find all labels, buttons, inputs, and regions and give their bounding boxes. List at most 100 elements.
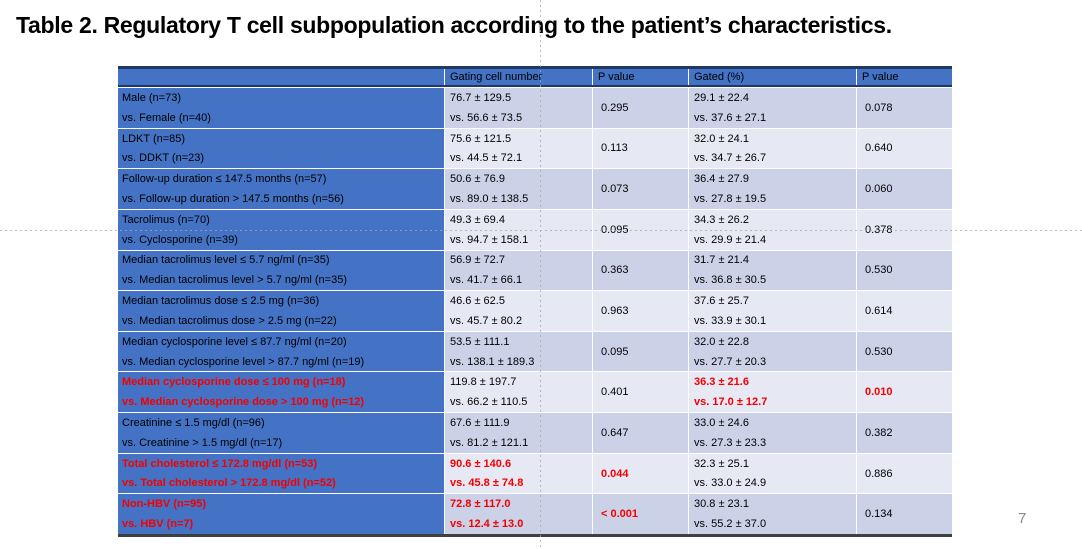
pvalue-gated-cell[interactable]: 0.078 (856, 88, 952, 128)
gated-value-1: 33.0 ± 24.6 (694, 417, 749, 430)
gated-value-1: 34.3 ± 26.2 (694, 213, 749, 226)
gating-cell-number-cell[interactable]: 49.3 ± 69.4 vs. 94.7 ± 158.1 (444, 209, 592, 250)
gating-value-1: 119.8 ± 197.7 (450, 376, 517, 389)
gating-cell-number-cell[interactable]: 46.6 ± 62.5 vs. 45.7 ± 80.2 (444, 291, 592, 331)
row-label-line-1: Total cholesterol ≤ 172.8 mg/dl (n=53) (122, 457, 318, 470)
gating-value-1: 46.6 ± 62.5 (450, 295, 505, 308)
row-label-cell[interactable]: Follow-up duration ≤ 147.5 months (n=57)… (118, 169, 444, 209)
row-label-cell[interactable]: Creatinine ≤ 1.5 mg/dl (n=96) vs. Creati… (118, 413, 444, 453)
gating-cell-number-cell[interactable]: 50.6 ± 76.9 vs. 89.0 ± 138.5 (444, 169, 592, 209)
row-label-line-2: vs. HBV (n=7) (122, 518, 194, 531)
gating-value-2: vs. 138.1 ± 189.3 (450, 355, 535, 368)
gated-value-2: vs. 36.8 ± 30.5 (694, 274, 767, 287)
gating-value-2: vs. 44.5 ± 72.1 (450, 152, 523, 165)
pvalue-gated-cell[interactable]: 0.886 (856, 453, 952, 494)
pvalue-gating-cell[interactable]: 0.044 (592, 453, 688, 494)
table-row: Median tacrolimus dose ≤ 2.5 mg (n=36) v… (118, 290, 952, 331)
gating-cell-number-cell[interactable]: 90.6 ± 140.6 vs. 45.8 ± 74.8 (444, 453, 592, 494)
pvalue-gating-cell[interactable]: 0.363 (592, 250, 688, 291)
gated-value-1: 36.4 ± 27.9 (694, 173, 749, 186)
table-row: Non-HBV (n=95) vs. HBV (n=7) 72.8 ± 117.… (118, 493, 952, 535)
row-label-cell[interactable]: Median cyclosporine level ≤ 87.7 ng/ml (… (118, 331, 444, 372)
table-row: Median tacrolimus level ≤ 5.7 ng/ml (n=3… (118, 249, 952, 291)
gated-percent-cell[interactable]: 32.0 ± 22.8 vs. 27.7 ± 20.3 (688, 331, 856, 372)
row-label-line-2: vs. DDKT (n=23) (122, 152, 205, 165)
pvalue-gated-cell[interactable]: 0.010 (856, 372, 952, 413)
table-body: Male (n=73) vs. Female (n=40) 76.7 ± 129… (118, 87, 952, 535)
gated-percent-cell[interactable]: 32.0 ± 24.1 vs. 34.7 ± 26.7 (688, 128, 856, 169)
gating-cell-number-cell[interactable]: 75.6 ± 121.5 vs. 44.5 ± 72.1 (444, 128, 592, 169)
gated-percent-cell[interactable]: 32.3 ± 25.1 vs. 33.0 ± 24.9 (688, 453, 856, 494)
header-cell-gating-cell-number: Gating cell number (444, 69, 592, 85)
gating-cell-number-cell[interactable]: 72.8 ± 117.0 vs. 12.4 ± 13.0 (444, 494, 592, 535)
gated-value-2: vs. 29.9 ± 21.4 (694, 233, 767, 246)
gated-percent-cell[interactable]: 30.8 ± 23.1 vs. 55.2 ± 37.0 (688, 494, 856, 535)
table-row: Creatinine ≤ 1.5 mg/dl (n=96) vs. Creati… (118, 412, 952, 453)
pvalue-gated-cell[interactable]: 0.378 (856, 209, 952, 250)
gated-value-2: vs. 33.9 ± 30.1 (694, 314, 767, 327)
gated-percent-cell[interactable]: 33.0 ± 24.6 vs. 27.3 ± 23.3 (688, 413, 856, 453)
gating-cell-number-cell[interactable]: 67.6 ± 111.9 vs. 81.2 ± 121.1 (444, 413, 592, 453)
row-label-cell[interactable]: Median tacrolimus dose ≤ 2.5 mg (n=36) v… (118, 291, 444, 331)
row-label-cell[interactable]: Median cyclosporine dose ≤ 100 mg (n=18)… (118, 372, 444, 413)
row-label-line-1: Median tacrolimus level ≤ 5.7 ng/ml (n=3… (122, 254, 330, 267)
row-label-line-1: Non-HBV (n=95) (122, 498, 207, 511)
gated-value-1: 32.0 ± 24.1 (694, 132, 749, 145)
pvalue-gated-cell[interactable]: 0.134 (856, 494, 952, 535)
pvalue-gated-cell[interactable]: 0.060 (856, 169, 952, 209)
pvalue-gating-cell[interactable]: < 0.001 (592, 494, 688, 535)
gated-value-2: vs. 33.0 ± 24.9 (694, 477, 767, 490)
table-row: LDKT (n=85) vs. DDKT (n=23) 75.6 ± 121.5… (118, 127, 952, 169)
row-label-line-2: vs. Cyclosporine (n=39) (122, 233, 238, 246)
gating-value-1: 53.5 ± 111.1 (450, 335, 510, 348)
gating-cell-number-cell[interactable]: 56.9 ± 72.7 vs. 41.7 ± 66.1 (444, 250, 592, 291)
row-label-cell[interactable]: Tacrolimus (n=70) vs. Cyclosporine (n=39… (118, 209, 444, 250)
gated-percent-cell[interactable]: 37.6 ± 25.7 vs. 33.9 ± 30.1 (688, 291, 856, 331)
gated-percent-cell[interactable]: 31.7 ± 21.4 vs. 36.8 ± 30.5 (688, 250, 856, 291)
gating-value-1: 56.9 ± 72.7 (450, 254, 505, 267)
row-label-line-1: Male (n=73) (122, 91, 182, 104)
row-label-cell[interactable]: Non-HBV (n=95) vs. HBV (n=7) (118, 494, 444, 535)
gating-value-1: 72.8 ± 117.0 (450, 498, 511, 511)
gating-value-2: vs. 12.4 ± 13.0 (450, 518, 524, 531)
pvalue-gating-cell[interactable]: 0.073 (592, 169, 688, 209)
gating-cell-number-cell[interactable]: 76.7 ± 129.5 vs. 56.6 ± 73.5 (444, 88, 592, 128)
pvalue-gated-cell[interactable]: 0.640 (856, 128, 952, 169)
row-label-line-2: vs. Follow-up duration > 147.5 months (n… (122, 193, 344, 205)
gating-cell-number-cell[interactable]: 53.5 ± 111.1 vs. 138.1 ± 189.3 (444, 331, 592, 372)
pvalue-gated-cell[interactable]: 0.614 (856, 291, 952, 331)
pvalue-gating-cell[interactable]: 0.963 (592, 291, 688, 331)
pvalue-gated-cell[interactable]: 0.530 (856, 250, 952, 291)
gated-percent-cell[interactable]: 36.3 ± 21.6 vs. 17.0 ± 12.7 (688, 372, 856, 413)
gating-value-1: 75.6 ± 121.5 (450, 132, 512, 145)
table-row: Tacrolimus (n=70) vs. Cyclosporine (n=39… (118, 208, 952, 250)
gating-value-2: vs. 66.2 ± 110.5 (450, 396, 528, 409)
pvalue-gated-cell[interactable]: 0.382 (856, 413, 952, 453)
gated-percent-cell[interactable]: 34.3 ± 26.2 vs. 29.9 ± 21.4 (688, 209, 856, 250)
table-row: Total cholesterol ≤ 172.8 mg/dl (n=53) v… (118, 452, 952, 494)
pvalue-gating-cell[interactable]: 0.647 (592, 413, 688, 453)
row-label-line-2: vs. Total cholesterol > 172.8 mg/dl (n=5… (122, 477, 336, 490)
row-label-cell[interactable]: Male (n=73) vs. Female (n=40) (118, 88, 444, 128)
row-label-line-1: Tacrolimus (n=70) (122, 213, 210, 226)
gating-value-1: 49.3 ± 69.4 (450, 213, 505, 226)
pvalue-gating-cell[interactable]: 0.401 (592, 372, 688, 413)
gated-percent-cell[interactable]: 29.1 ± 22.4 vs. 37.6 ± 27.1 (688, 88, 856, 128)
gated-value-1: 32.3 ± 25.1 (694, 457, 749, 470)
gating-cell-number-cell[interactable]: 119.8 ± 197.7 vs. 66.2 ± 110.5 (444, 372, 592, 413)
gating-value-2: vs. 41.7 ± 66.1 (450, 274, 523, 287)
gated-percent-cell[interactable]: 36.4 ± 27.9 vs. 27.8 ± 19.5 (688, 169, 856, 209)
row-label-cell[interactable]: Median tacrolimus level ≤ 5.7 ng/ml (n=3… (118, 250, 444, 291)
pvalue-gating-cell[interactable]: 0.113 (592, 128, 688, 169)
regulatory-tcell-table[interactable]: Gating cell number P value Gated (%) P v… (118, 66, 952, 537)
row-label-cell[interactable]: LDKT (n=85) vs. DDKT (n=23) (118, 128, 444, 169)
pvalue-gating-cell[interactable]: 0.295 (592, 88, 688, 128)
pvalue-gating-cell[interactable]: 0.095 (592, 331, 688, 372)
pvalue-gating-cell[interactable]: 0.095 (592, 209, 688, 250)
row-label-cell[interactable]: Total cholesterol ≤ 172.8 mg/dl (n=53) v… (118, 453, 444, 494)
gated-value-2: vs. 55.2 ± 37.0 (694, 518, 767, 531)
slide-title[interactable]: Table 2. Regulatory T cell subpopulation… (16, 12, 892, 38)
pvalue-gated-cell[interactable]: 0.530 (856, 331, 952, 372)
gated-value-2: vs. 27.8 ± 19.5 (694, 193, 767, 205)
gating-value-2: vs. 94.7 ± 158.1 (450, 233, 529, 246)
